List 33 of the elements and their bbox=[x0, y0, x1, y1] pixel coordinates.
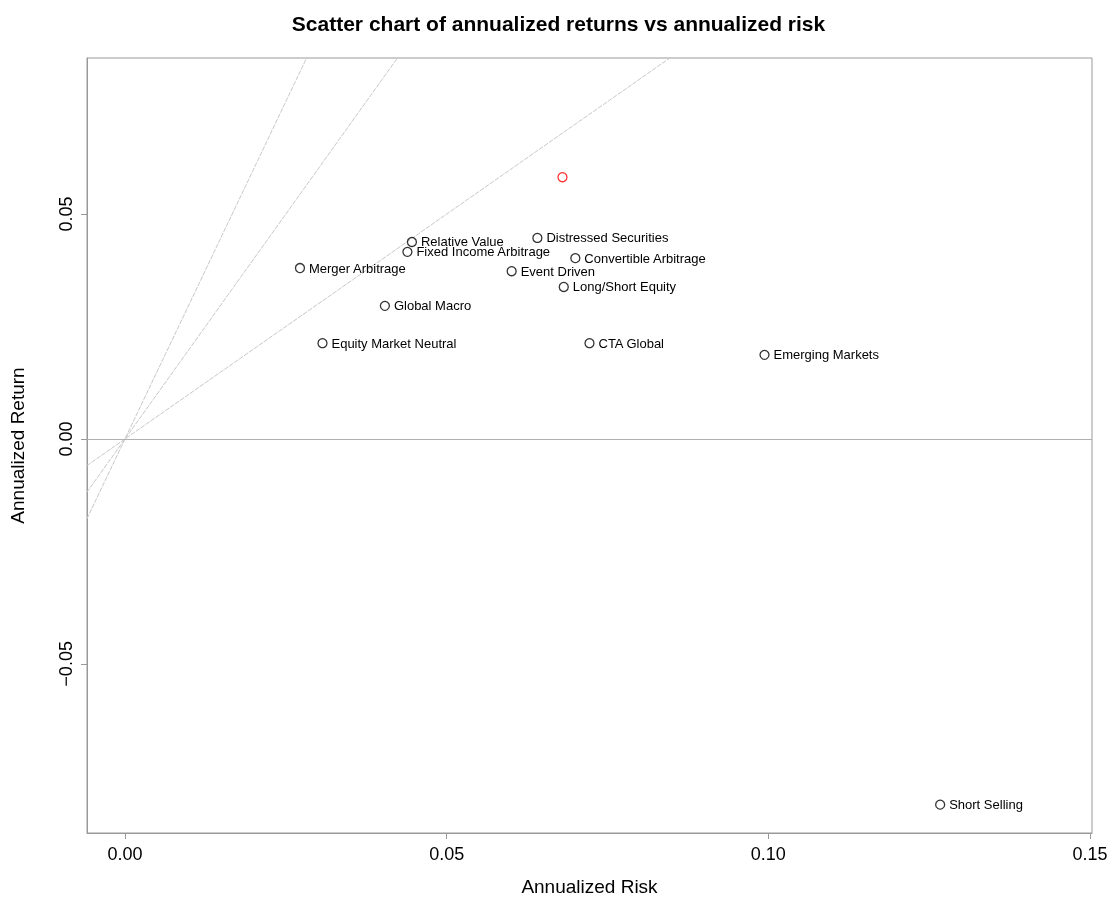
annotation: Global Macro bbox=[393, 298, 472, 314]
point bbox=[406, 236, 418, 248]
point bbox=[935, 799, 946, 810]
chart-title: Scatter chart of annualized returns vs annualized risk bbox=[291, 12, 826, 35]
point bbox=[379, 300, 391, 311]
x-tick-label: 0.00 bbox=[107, 844, 143, 864]
point bbox=[317, 338, 328, 349]
annotation: Distressed Securities bbox=[546, 230, 669, 246]
x-tick-label: 0.10 bbox=[750, 844, 786, 864]
annotation: Long/Short Equity bbox=[572, 279, 677, 295]
x-tick-label: 0.15 bbox=[1072, 844, 1108, 864]
x-axis-title: Annualized Risk bbox=[521, 876, 659, 897]
point bbox=[532, 232, 543, 244]
point bbox=[759, 349, 770, 361]
annotation: Equity Market Neutral bbox=[331, 335, 457, 351]
point bbox=[584, 338, 595, 349]
y-tick-label: 0.00 bbox=[56, 421, 76, 457]
y-tick-label: −0.05 bbox=[56, 641, 76, 687]
annotation: CTA Global bbox=[598, 335, 665, 351]
y-axis-title: Annualized Return bbox=[7, 367, 28, 524]
annotation: Emerging Markets bbox=[773, 347, 880, 363]
annotation: Event Driven bbox=[520, 263, 596, 279]
x-tick-label: 0.05 bbox=[429, 844, 465, 864]
point bbox=[557, 172, 568, 183]
annotation: Convertible Arbitrage bbox=[584, 250, 706, 266]
point bbox=[402, 246, 413, 258]
annotation: Short Selling bbox=[949, 797, 1023, 813]
point bbox=[558, 281, 569, 293]
point bbox=[506, 266, 517, 277]
point bbox=[294, 262, 306, 274]
y-tick-label: 0.05 bbox=[56, 196, 76, 232]
annotation: Merger Arbitrage bbox=[308, 260, 406, 276]
point bbox=[570, 253, 581, 264]
